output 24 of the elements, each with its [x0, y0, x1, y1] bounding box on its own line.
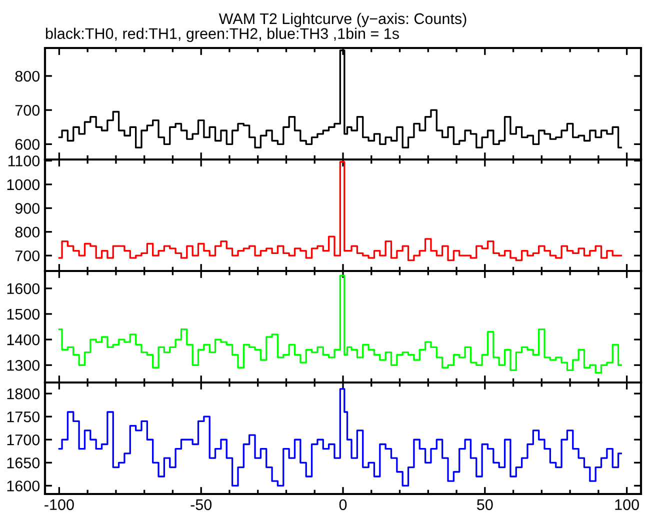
y-tick-label: 1700 — [7, 434, 40, 446]
y-tick-label: 1400 — [7, 334, 40, 346]
y-tick-label: 1600 — [7, 283, 40, 294]
chart-subtitle: black:TH0, red:TH1, green:TH2, blue:TH3 ,1bin = 1s — [46, 28, 399, 42]
y-tick-label: 1100 — [8, 156, 40, 166]
y-tick-label: 1600 — [7, 480, 40, 492]
y-tick-label: 900 — [15, 203, 40, 214]
x-tick-label: -50 — [190, 499, 212, 510]
chart-title: WAM T2 Lightcurve (y−axis: Counts) — [218, 12, 466, 28]
x-tick-label: 50 — [477, 499, 493, 510]
x-tick-label: 0 — [339, 499, 347, 510]
x-tick-label: -100 — [44, 499, 74, 510]
x-tick-label: 100 — [615, 499, 639, 510]
y-tick-label: 800 — [15, 70, 40, 82]
y-tick-label: 700 — [15, 104, 40, 116]
y-tick-label: 600 — [15, 139, 40, 150]
y-tick-label: 1300 — [7, 360, 40, 371]
y-tick-label: 1500 — [7, 308, 40, 320]
y-tick-label: 1000 — [7, 179, 40, 190]
y-tick-label: 800 — [15, 226, 40, 238]
y-tick-label: 1800 — [7, 388, 40, 400]
y-tick-label: 700 — [15, 250, 40, 262]
y-tick-label: 1750 — [7, 411, 40, 422]
y-tick-label: 1650 — [7, 458, 40, 468]
